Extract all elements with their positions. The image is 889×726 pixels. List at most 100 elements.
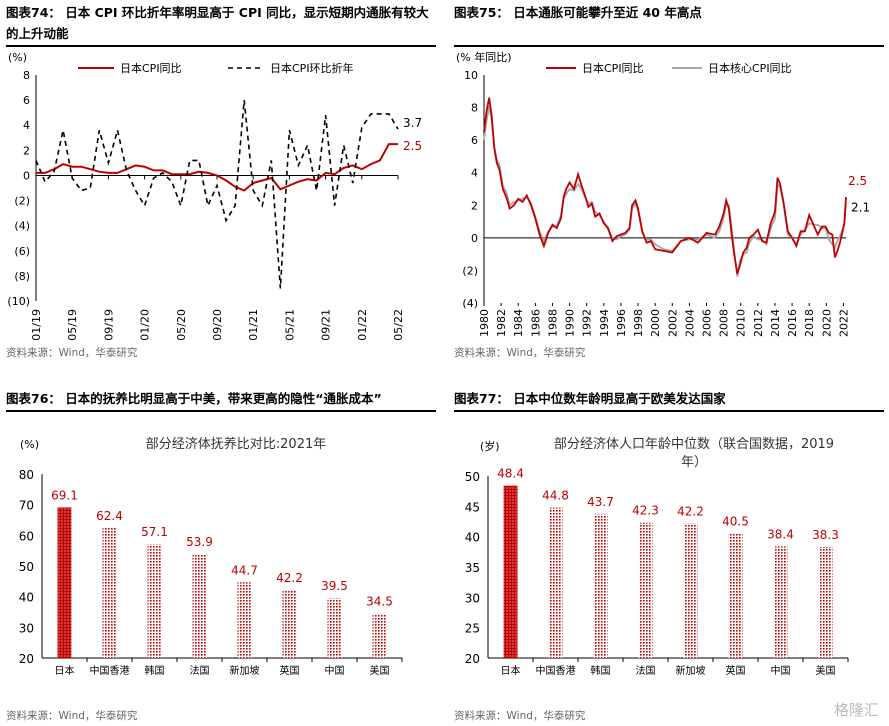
dependency-ratio-chart: (%) 部分经济体抚养比对比:2021年 80 70 60 50 40 30 20 69.1 日本 6…: [19, 436, 403, 677]
y-tick-label: 35: [465, 561, 480, 575]
x-tick-label: 2002: [666, 309, 679, 337]
y-tick-label: (4): [14, 220, 30, 233]
bar-法国: [192, 554, 207, 658]
source-note: 资料来源：Wind，华泰研究: [6, 347, 138, 359]
y-tick-label: 50: [465, 470, 480, 484]
x-tick-label: 1998: [632, 309, 645, 337]
x-tick-label: 中国香港: [536, 664, 576, 677]
data-label: 38.4: [767, 527, 794, 541]
x-tick-label: 01/19: [30, 309, 43, 341]
x-tick-label: 09/20: [211, 309, 224, 341]
chart-title: 部分经济体人口年龄中位数（联合国数据，2019: [554, 437, 834, 452]
data-label: 42.3: [632, 504, 659, 518]
x-tick-label: 1988: [546, 309, 559, 337]
x-tick-label: 1984: [512, 309, 525, 337]
y-tick-label: (2): [462, 264, 478, 277]
x-tick-label: 日本: [55, 664, 75, 677]
x-tick-label: 05/19: [66, 309, 79, 341]
x-tick-label: 05/22: [392, 309, 405, 341]
x-tick-label: 1994: [598, 309, 611, 337]
bar-新加坡: [237, 582, 252, 658]
y-tick-label: 2: [23, 144, 30, 157]
x-tick-label: 法国: [190, 664, 210, 677]
x-tick-label: 2014: [769, 309, 782, 337]
x-tick-label: 2016: [786, 309, 799, 337]
y-unit-label: (%): [20, 438, 39, 451]
title-rule: [454, 410, 884, 412]
y-tick-label: 70: [19, 499, 34, 513]
bar-日本: [57, 507, 72, 658]
y-tick-label: 30: [465, 591, 480, 605]
panel-chart-75: 图表75： 日本通胀可能攀升至近 40 年高点 (% 年同比) 10 8 6 4 2 0 (2…: [454, 2, 884, 362]
y-tick-label: (2): [14, 195, 30, 208]
data-label: 44.7: [231, 563, 258, 577]
bar-韩国: [147, 544, 162, 658]
bar-美国: [372, 613, 387, 658]
watermark-logo: 格隆汇: [834, 699, 879, 720]
panel-title: 图表75： 日本通胀可能攀升至近 40 年高点: [454, 5, 702, 20]
data-label: 38.3: [812, 528, 839, 542]
x-tick-label: 2022: [837, 309, 850, 337]
y-tick-label: 25: [465, 622, 480, 636]
y-tick-label: 0: [23, 169, 30, 182]
x-tick-label: 美国: [370, 664, 390, 677]
series-line-cpi-yoy: [36, 143, 398, 192]
x-tick-label: 01/22: [356, 309, 369, 341]
panel-chart-76: 图表76： 日本的抚养比明显高于中美，带来更高的隐性“通胀成本” (%) 部分经济…: [6, 388, 436, 723]
y-tick-label: 80: [19, 468, 34, 482]
y-tick-label: 0: [471, 232, 478, 245]
watermark-text: 格隆汇: [833, 701, 879, 719]
cpi-mom-vs-yoy-chart: (%) 8 6 4 2 0 (2) (4) (6) (8) (10)01/19 05/19 09/19 0…: [7, 51, 422, 341]
data-label: 44.8: [542, 489, 569, 503]
legend-label-cpi-yoy: 日本CPI同比: [582, 61, 644, 75]
source-note: 资料来源：Wind，华泰研究: [454, 347, 586, 359]
y-tick-label: 40: [465, 531, 480, 545]
x-tick-label: 2000: [649, 309, 662, 337]
legend-label-cpi-yoy: 日本CPI同比: [120, 61, 182, 75]
x-tick-label: 法国: [636, 664, 656, 677]
x-tick-label: 01/21: [247, 309, 260, 341]
data-label: 43.7: [587, 495, 614, 509]
x-tick-label: 2006: [701, 309, 714, 337]
data-label: 40.5: [722, 515, 749, 529]
bar-中国: [327, 598, 342, 658]
panel-title: 图表77： 日本中位数年龄明显高于欧美发达国家: [454, 391, 726, 406]
bar-中国香港: [102, 527, 117, 658]
y-tick-label: 60: [19, 529, 34, 543]
y-tick-label: 50: [19, 560, 34, 574]
y-tick-label: (10): [7, 295, 30, 308]
y-unit-label: (% 年同比): [456, 50, 512, 64]
y-tick-label: 30: [19, 621, 34, 635]
data-label: 48.4: [497, 467, 524, 481]
end-label-cpi: 2.5: [848, 174, 867, 188]
x-tick-label: 美国: [816, 664, 836, 677]
x-tick-label: 2020: [820, 309, 833, 337]
end-label-yoy: 2.5: [403, 139, 422, 153]
x-tick-label: 2012: [752, 309, 765, 337]
x-tick-label: 05/21: [283, 309, 296, 341]
y-tick-label: 8: [23, 69, 30, 82]
panel-title: 图表76： 日本的抚养比明显高于中美，带来更高的隐性“通胀成本”: [6, 391, 382, 406]
y-tick-label: (6): [14, 245, 30, 258]
legend-label-cpi-mom: 日本CPI环比折年: [270, 61, 354, 75]
y-tick-label: 4: [23, 119, 30, 132]
x-tick-label: 2018: [803, 309, 816, 337]
x-tick-label: 1986: [529, 309, 542, 337]
x-tick-label: 1996: [615, 309, 628, 337]
y-unit-label: (岁): [480, 439, 500, 453]
data-label: 69.1: [51, 488, 78, 502]
end-label-core: 2.1: [851, 201, 870, 215]
y-tick-label: 20: [19, 652, 34, 666]
x-tick-label: 2008: [718, 309, 731, 337]
panel-chart-77: 图表77： 日本中位数年龄明显高于欧美发达国家 (岁) 部分经济体人口年龄中位数（…: [454, 388, 884, 723]
x-tick-label: 英国: [280, 664, 300, 677]
y-unit-label: (%): [8, 51, 27, 64]
data-label: 39.5: [321, 579, 348, 593]
x-tick-label: 09/21: [320, 309, 333, 341]
bar-新加坡: [683, 523, 698, 658]
y-tick-label: (4): [462, 297, 478, 310]
x-tick-label: 05/20: [175, 309, 188, 341]
series-line-cpi-mom-annualized: [35, 100, 399, 289]
y-tick-label: 40: [19, 591, 34, 605]
y-tick-label: 20: [465, 652, 480, 666]
